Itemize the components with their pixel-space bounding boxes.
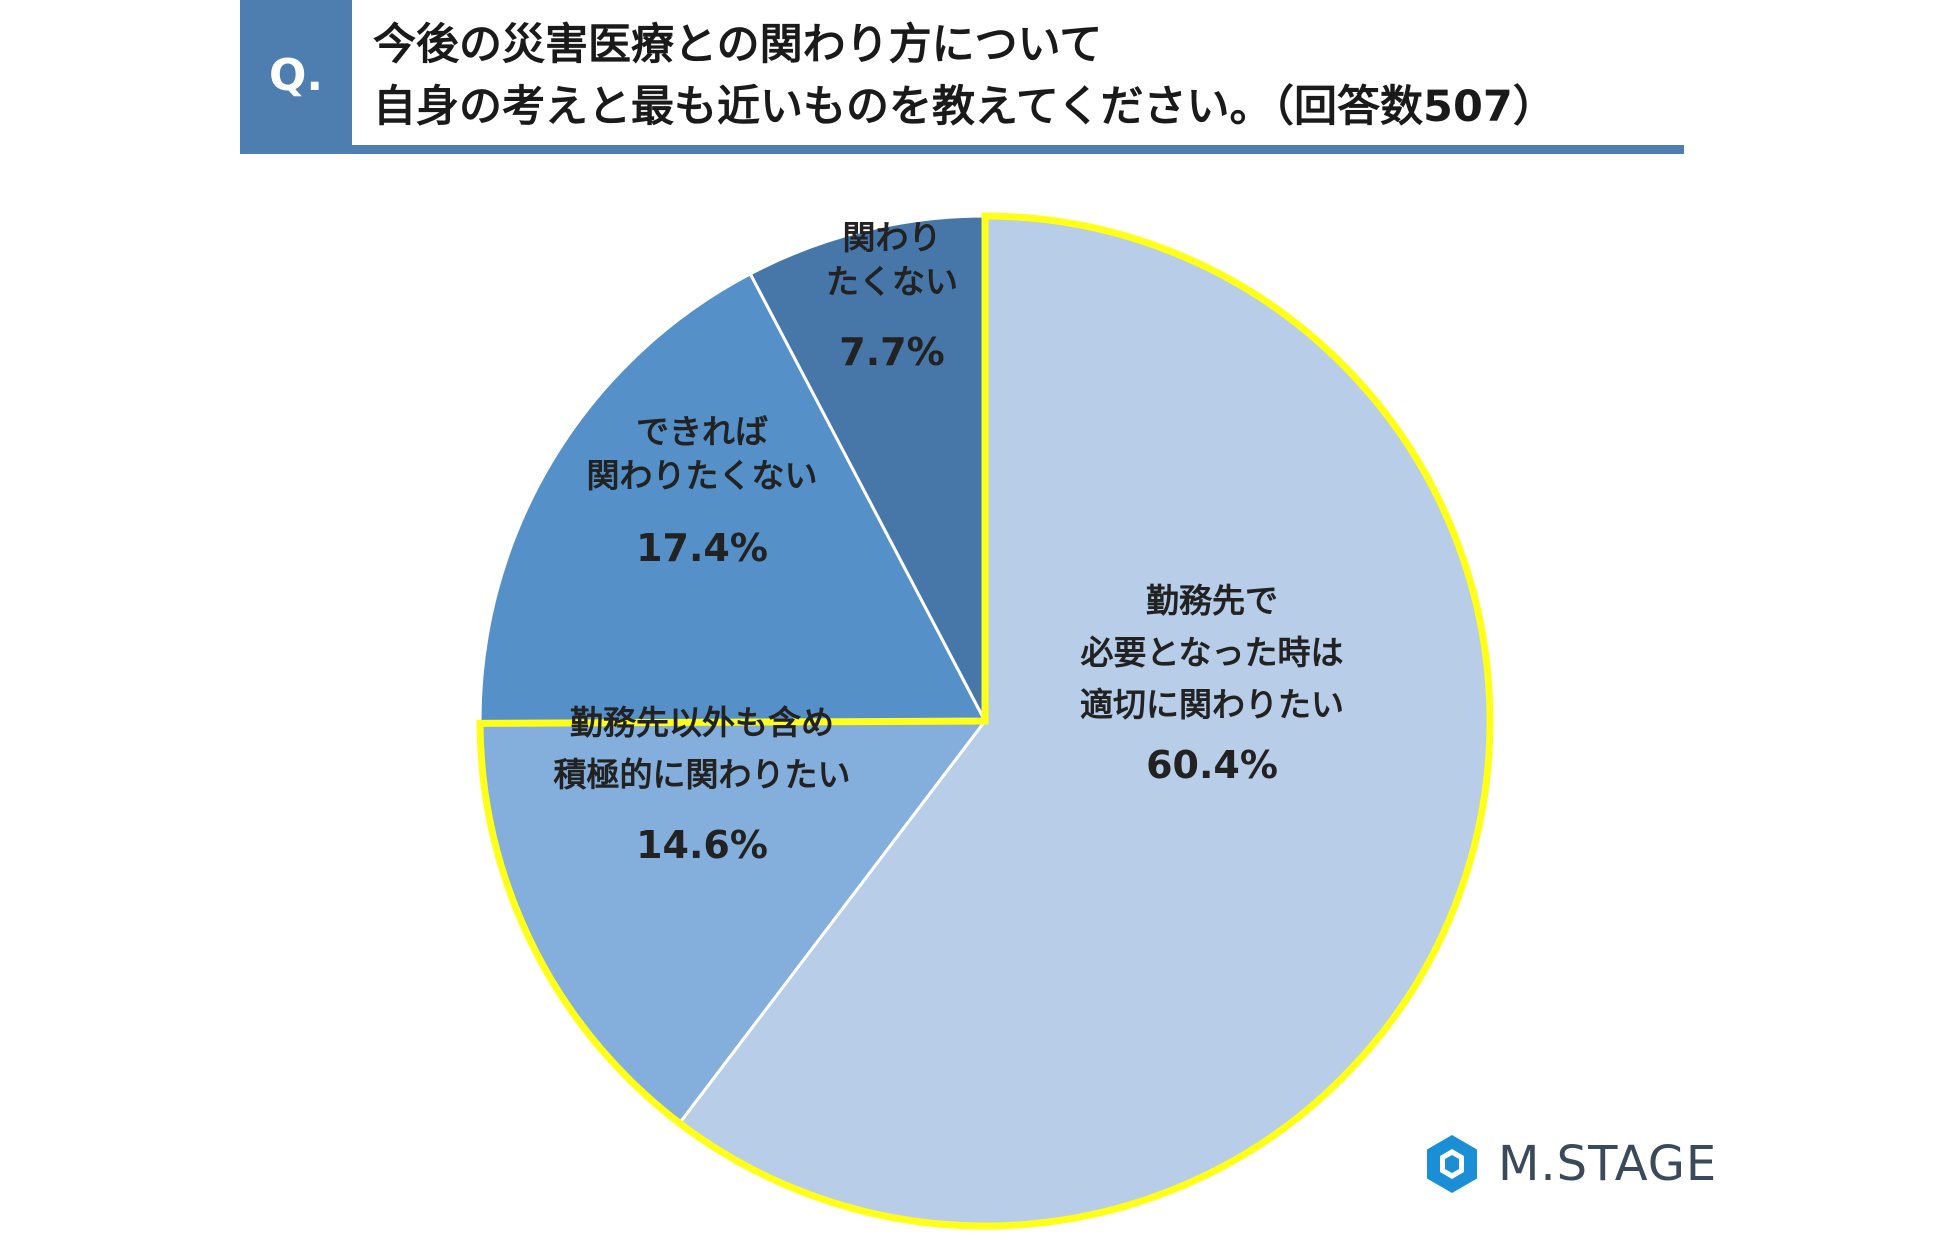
slice-value-label: 17.4%	[636, 526, 768, 570]
slice-value-label: 60.4%	[1146, 743, 1278, 787]
slice-label-text: 積極的に関わりたい	[554, 755, 851, 794]
brand-logo: M.STAGE	[1420, 1128, 1740, 1200]
slice-label-text: 関わり	[843, 218, 942, 257]
question-header: Q. 今後の災害医療との関わり方について 自身の考えと最も近いものを教えてくださ…	[240, 0, 1684, 155]
question-title: 今後の災害医療との関わり方について 自身の考えと最も近いものを教えてください。（…	[373, 14, 1673, 138]
header-divider	[240, 145, 1684, 154]
question-badge-label: Q.	[268, 49, 324, 101]
slice-label-group: 関わりたくない 7.7%	[826, 218, 958, 374]
brand-logo-text: M.STAGE	[1498, 1136, 1718, 1192]
slice-value-label: 14.6%	[636, 823, 768, 867]
slice-label-text: たくない	[826, 262, 958, 301]
question-title-line-1: 今後の災害医療との関わり方について	[373, 20, 1103, 70]
slice-label-text: 必要となった時は	[1080, 633, 1343, 672]
slice-value-label: 7.7%	[839, 330, 944, 374]
pie-slice	[748, 214, 987, 722]
slice-label-text: 勤務先以外も含め	[570, 703, 834, 742]
slice-label-text: 関わりたくない	[587, 456, 818, 495]
slice-label-text: 勤務先で	[1146, 581, 1278, 620]
question-title-line-2: 自身の考えと最も近いものを教えてください。（回答数507）	[373, 82, 1556, 132]
slice-label-text: できれば	[636, 412, 768, 451]
question-badge: Q.	[240, 0, 352, 150]
slice-label-text: 適切に関わりたい	[1080, 685, 1344, 724]
pie-slice	[478, 271, 988, 725]
highlight-outline-path	[476, 212, 1494, 1230]
hexagon-logo-icon	[1427, 1135, 1477, 1193]
highlight-outline	[476, 212, 1494, 1230]
